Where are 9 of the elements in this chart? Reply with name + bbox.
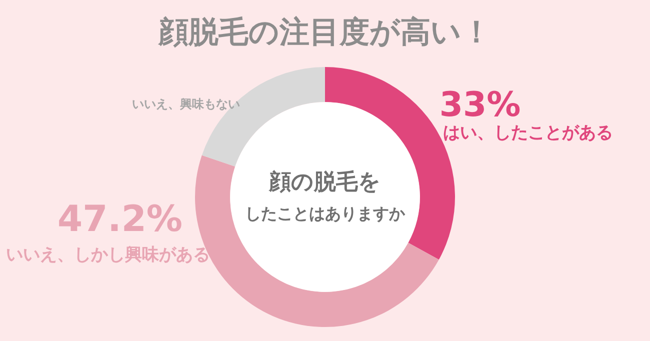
data-label: 47.2% bbox=[58, 199, 182, 240]
data-label: 33% bbox=[439, 85, 521, 125]
slice-label: いいえ、しかし興味がある bbox=[6, 245, 210, 265]
text: 顔の脱毛を bbox=[268, 170, 381, 195]
donut-slice bbox=[195, 155, 439, 327]
chart-title: 顔脱毛の注目度が高い！ bbox=[158, 15, 492, 50]
text: したことはありますか bbox=[245, 204, 406, 223]
slice-label: いいえ、興味もない bbox=[132, 97, 240, 111]
slice-label: はい、したことがある bbox=[443, 123, 613, 143]
